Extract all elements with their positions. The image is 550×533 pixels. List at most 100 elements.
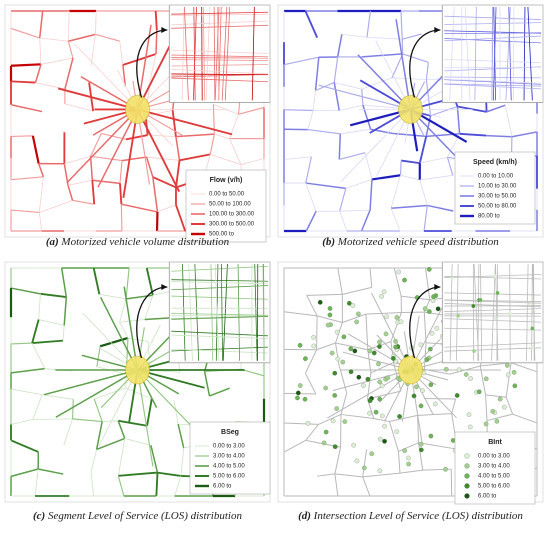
intersection-dot	[434, 326, 440, 331]
road	[391, 77, 427, 80]
caption: (d) Intersection Level of Service (LOS) …	[298, 510, 523, 522]
road	[362, 449, 368, 477]
road	[480, 362, 512, 367]
road	[118, 419, 148, 427]
legend-title: BInt	[488, 439, 502, 446]
intersection-dot	[502, 404, 507, 410]
road	[90, 133, 102, 157]
inset-dot	[471, 304, 476, 308]
legend-symbol	[464, 473, 470, 479]
intersection-dot	[494, 418, 500, 424]
inset-road	[456, 263, 459, 361]
intersection-dot	[325, 322, 331, 328]
intersection-dot	[356, 311, 361, 317]
road	[369, 267, 373, 288]
legend-box	[189, 421, 271, 495]
road	[362, 104, 372, 130]
road	[209, 134, 215, 155]
road	[146, 398, 153, 426]
road	[340, 413, 374, 420]
road	[283, 422, 319, 425]
road	[210, 154, 242, 165]
inset-road	[449, 6, 455, 101]
inset-road	[181, 6, 185, 101]
road	[370, 292, 411, 371]
road	[283, 439, 307, 453]
intersection-dot	[454, 393, 460, 398]
inset-road	[473, 263, 480, 361]
inset-road	[171, 334, 269, 339]
intersection-dot	[419, 447, 424, 453]
road	[96, 346, 101, 367]
intersection-dot	[347, 300, 352, 306]
intersection-dot	[483, 376, 489, 382]
road	[338, 364, 348, 394]
road	[306, 293, 343, 296]
inset-road	[171, 281, 269, 285]
caption: (b) Motorized vehicle speed distribution	[322, 236, 499, 248]
intersection-dot	[332, 393, 338, 398]
intersection-dot	[382, 423, 387, 429]
legend-box	[185, 169, 267, 243]
road	[391, 53, 404, 79]
legend-item: 5.00 to 6.00	[213, 474, 245, 480]
intersection-dot	[483, 421, 489, 427]
road	[64, 57, 74, 90]
road	[419, 156, 448, 164]
road	[93, 398, 103, 422]
road	[361, 77, 393, 90]
legend-item: 0.00 to 10.00	[478, 174, 514, 180]
intersection-dot	[330, 418, 336, 424]
road	[32, 394, 43, 420]
intersection-dot	[332, 370, 338, 376]
road	[425, 79, 432, 116]
zoom-arrow	[136, 286, 168, 359]
road	[345, 179, 373, 189]
intersection-dot	[422, 306, 428, 312]
map-panel: BInt 0.00 to 3.00 3.00 to 4.00 4.00 to 5.00…	[277, 261, 544, 522]
legend-item: 3.00 to 4.00	[213, 454, 245, 460]
intersection-dot	[297, 383, 303, 388]
road	[55, 369, 138, 418]
road	[136, 108, 181, 193]
road	[95, 10, 97, 35]
intersection-dot	[402, 277, 407, 283]
road	[32, 418, 73, 420]
road	[485, 394, 488, 421]
road	[144, 295, 154, 320]
road	[10, 468, 39, 478]
caption: (a) Motorized vehicle volume distributio…	[46, 236, 230, 248]
inset-road	[213, 6, 216, 101]
road	[423, 342, 427, 370]
road	[171, 110, 177, 137]
intersection-dot	[378, 436, 383, 442]
legend-item: 10.00 to 30.00	[478, 184, 517, 190]
legend-item: 100.00 to 300.00	[209, 212, 255, 218]
intersection-dot	[382, 438, 387, 444]
road	[366, 10, 371, 38]
road	[402, 53, 429, 63]
intersection-dot	[379, 383, 385, 389]
road	[305, 156, 312, 184]
road	[98, 369, 138, 447]
legend-item: 6.00 to	[478, 494, 497, 500]
inset-road	[527, 6, 533, 101]
road	[283, 156, 312, 160]
road	[125, 267, 130, 299]
road	[334, 447, 342, 474]
intersection-dot	[377, 396, 382, 402]
inset-road	[505, 6, 511, 101]
intersection-dot	[420, 388, 425, 393]
intersection-dot	[332, 444, 338, 449]
intersection-dot	[323, 429, 329, 435]
inset-road	[171, 24, 269, 29]
intersection-dot	[369, 451, 375, 457]
intersection-dot	[377, 379, 383, 385]
road	[10, 63, 42, 67]
road	[418, 442, 458, 450]
road	[304, 349, 318, 374]
inset-dot	[507, 312, 512, 316]
road	[373, 418, 390, 422]
road	[10, 209, 40, 214]
road	[117, 438, 126, 476]
